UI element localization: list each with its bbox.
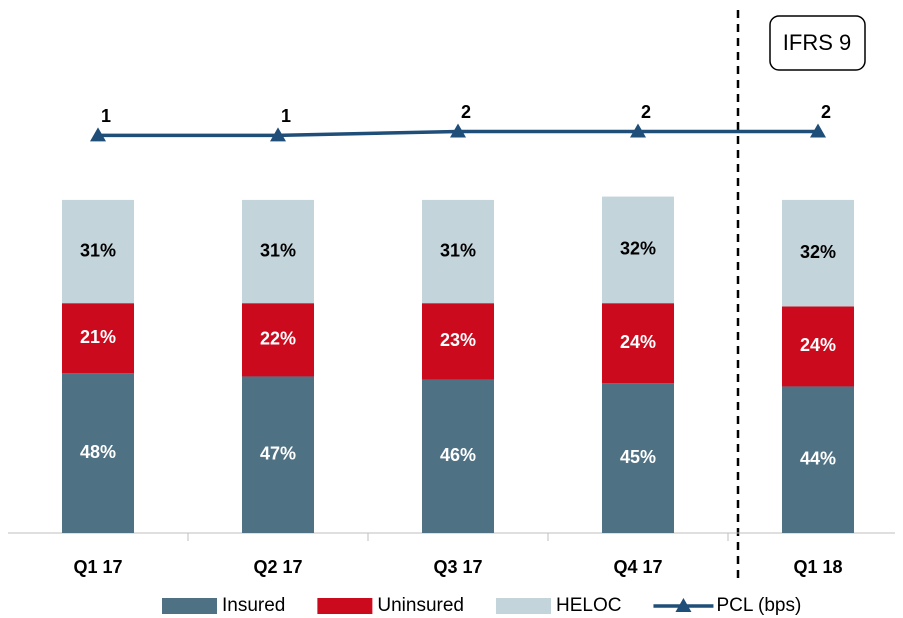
data-label: 32% bbox=[620, 239, 656, 259]
data-label: 1 bbox=[281, 106, 291, 126]
data-label: 21% bbox=[80, 327, 116, 347]
bar-segment bbox=[62, 303, 134, 374]
bar-segment bbox=[602, 383, 674, 533]
line-marker bbox=[450, 123, 466, 138]
bar-segment bbox=[242, 376, 314, 533]
data-label: 31% bbox=[260, 240, 296, 260]
annotation-box bbox=[769, 15, 866, 71]
data-label: 31% bbox=[440, 240, 476, 260]
data-label: 2 bbox=[461, 102, 471, 122]
x-tick-label: Q1 17 bbox=[73, 557, 122, 577]
annotation: IFRS 9 bbox=[783, 30, 851, 55]
data-label: 46% bbox=[440, 445, 476, 465]
data-label: 47% bbox=[260, 443, 296, 463]
legend-swatch bbox=[162, 598, 217, 614]
legend-label: Insured bbox=[222, 595, 285, 616]
bar-segment bbox=[422, 303, 494, 380]
data-label: 2 bbox=[821, 102, 831, 122]
line-marker bbox=[270, 127, 286, 142]
legend-label: HELOC bbox=[556, 595, 621, 616]
data-label: 24% bbox=[800, 335, 836, 355]
data-label: 45% bbox=[620, 447, 656, 467]
bar-segment bbox=[782, 386, 854, 533]
legend-swatch bbox=[495, 598, 551, 614]
bar-segment bbox=[422, 379, 494, 533]
line-marker bbox=[90, 127, 106, 142]
data-label: 22% bbox=[260, 329, 296, 349]
bar-segment bbox=[422, 199, 494, 304]
data-label: 23% bbox=[440, 330, 476, 350]
legend-label: PCL (bps) bbox=[716, 595, 801, 616]
x-tick-label: Q3 17 bbox=[433, 557, 482, 577]
x-tick-label: Q4 17 bbox=[613, 557, 662, 577]
bar-segment bbox=[62, 373, 134, 533]
data-label: 48% bbox=[80, 442, 116, 462]
data-label: 32% bbox=[800, 242, 836, 262]
bar-segment bbox=[782, 199, 854, 307]
data-label: 44% bbox=[800, 448, 836, 468]
data-label: 24% bbox=[620, 332, 656, 352]
data-label: 1 bbox=[101, 106, 111, 126]
line-marker bbox=[810, 123, 826, 138]
legend-swatch bbox=[317, 598, 373, 614]
bar-segment bbox=[602, 196, 674, 304]
bar-segment bbox=[782, 306, 854, 387]
bar-segment bbox=[62, 199, 134, 304]
legend-label: Uninsured bbox=[377, 595, 464, 616]
data-label: 2 bbox=[641, 102, 651, 122]
x-tick-label: Q2 17 bbox=[253, 557, 302, 577]
bar-segment bbox=[242, 303, 314, 377]
x-tick-label: Q1 18 bbox=[793, 557, 842, 577]
bar-segment bbox=[242, 199, 314, 304]
data-label: 31% bbox=[80, 240, 116, 260]
line-marker bbox=[630, 123, 646, 138]
bar-segment bbox=[602, 303, 674, 384]
legend-swatch bbox=[675, 598, 692, 612]
